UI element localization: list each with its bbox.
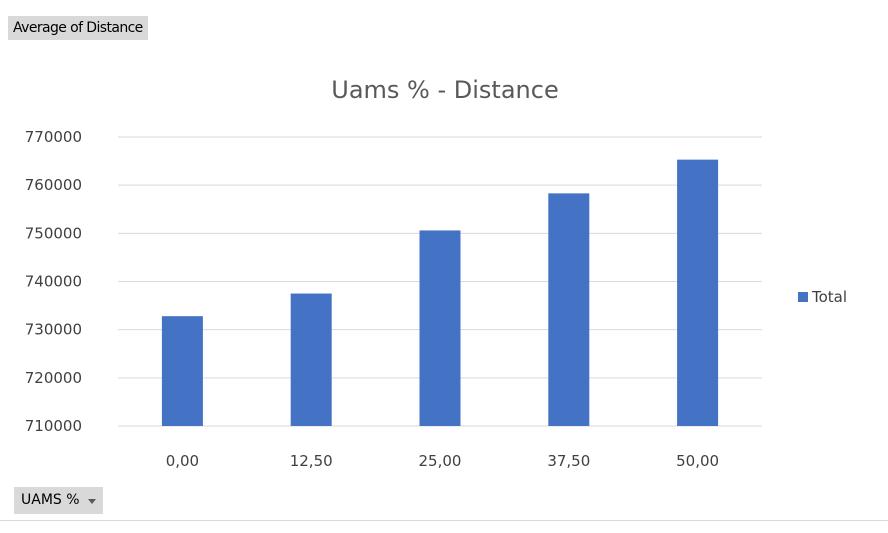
dropdown-arrow-icon[interactable] (87, 498, 96, 504)
legend-label-total: Total (811, 288, 847, 306)
axis-field-button[interactable]: UAMS % (14, 487, 103, 514)
bar[interactable] (161, 316, 203, 426)
legend-swatch-total (798, 292, 808, 302)
x-tick-label: 37,50 (547, 452, 590, 470)
bottom-divider (0, 520, 888, 521)
y-tick-label: 710000 (25, 417, 82, 435)
x-tick-label: 12,50 (290, 452, 333, 470)
y-tick-label: 770000 (25, 128, 82, 146)
x-tick-label: 0,00 (166, 452, 199, 470)
bar[interactable] (419, 230, 461, 426)
chart-title: Uams % - Distance (331, 76, 558, 104)
x-axis-tick-labels: 0,00 12,50 25,00 37,50 50,00 (166, 452, 719, 470)
y-tick-label: 750000 (25, 224, 82, 242)
axis-field-label: UAMS % (21, 492, 80, 508)
bar[interactable] (548, 193, 590, 426)
y-tick-label: 720000 (25, 369, 82, 387)
bar[interactable] (677, 159, 719, 426)
x-tick-label: 50,00 (676, 452, 719, 470)
y-tick-label: 740000 (25, 273, 82, 291)
bar[interactable] (290, 293, 332, 426)
y-axis-tick-labels: 710000 720000 730000 740000 750000 760000 7700… (25, 128, 82, 435)
y-tick-label: 760000 (25, 176, 82, 194)
y-tick-label: 730000 (25, 321, 82, 339)
legend: Total (798, 288, 847, 306)
value-field-button[interactable]: Average of Distance (8, 16, 148, 40)
x-tick-label: 25,00 (419, 452, 462, 470)
bars (161, 159, 719, 426)
